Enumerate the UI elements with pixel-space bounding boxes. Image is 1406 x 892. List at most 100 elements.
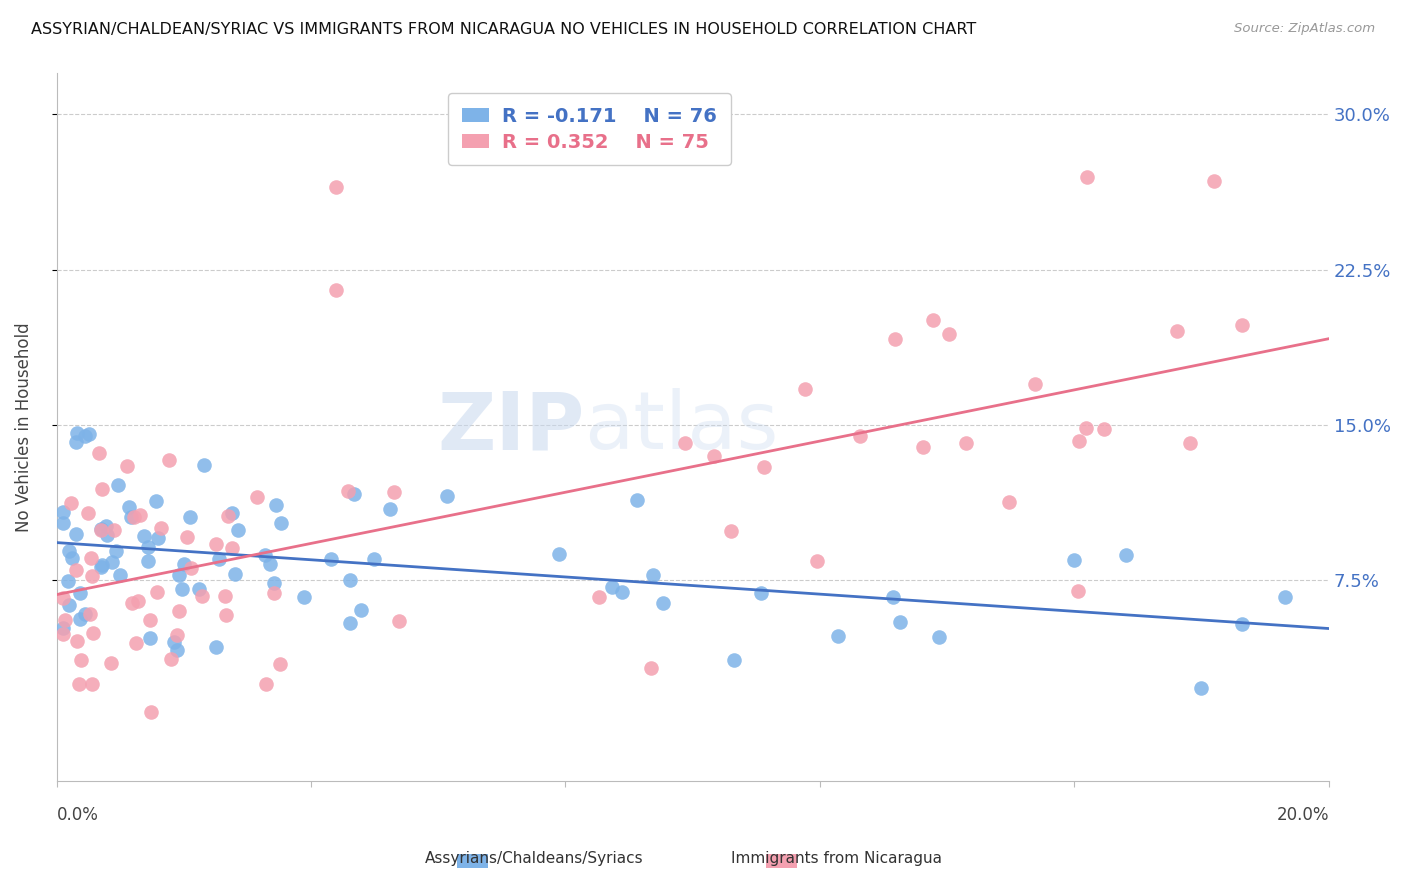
Point bbox=[263, 586, 285, 600]
Point bbox=[264, 498, 287, 512]
Point bbox=[134, 529, 156, 543]
Point bbox=[214, 589, 236, 603]
Point bbox=[217, 509, 239, 524]
Point bbox=[193, 458, 215, 472]
Point bbox=[118, 500, 141, 515]
Point bbox=[173, 557, 195, 571]
Point bbox=[547, 547, 569, 561]
Point bbox=[170, 582, 193, 597]
Point bbox=[139, 614, 162, 628]
Point bbox=[228, 523, 250, 537]
Point bbox=[89, 522, 111, 536]
Point bbox=[53, 614, 76, 628]
Point bbox=[703, 450, 725, 464]
Point bbox=[998, 495, 1021, 509]
Point bbox=[129, 508, 152, 523]
Point bbox=[319, 552, 342, 566]
Point bbox=[188, 582, 211, 597]
Text: Source: ZipAtlas.com: Source: ZipAtlas.com bbox=[1234, 22, 1375, 36]
Point bbox=[69, 612, 91, 626]
Legend: R = -0.171    N = 76, R = 0.352    N = 75: R = -0.171 N = 76, R = 0.352 N = 75 bbox=[449, 94, 731, 165]
Point bbox=[146, 531, 169, 545]
Point bbox=[1178, 436, 1201, 450]
Point bbox=[600, 580, 623, 594]
Y-axis label: No Vehicles in Household: No Vehicles in Household bbox=[15, 322, 32, 532]
Point bbox=[292, 590, 315, 604]
Point bbox=[214, 608, 236, 623]
Point bbox=[1067, 583, 1090, 598]
Point bbox=[752, 459, 775, 474]
Point bbox=[1274, 590, 1296, 604]
Point bbox=[89, 445, 111, 459]
Point bbox=[52, 591, 75, 605]
Point bbox=[246, 491, 269, 505]
Text: Assyrians/Chaldeans/Syriacs: Assyrians/Chaldeans/Syriacs bbox=[425, 851, 644, 865]
Text: 0.0%: 0.0% bbox=[56, 806, 98, 824]
Point bbox=[80, 676, 103, 690]
Point bbox=[136, 540, 159, 554]
Text: 20.0%: 20.0% bbox=[1277, 806, 1329, 824]
Point bbox=[66, 425, 89, 440]
Point bbox=[103, 523, 125, 537]
Point bbox=[159, 453, 181, 467]
Point bbox=[889, 615, 911, 630]
Point bbox=[336, 483, 359, 498]
Point bbox=[69, 586, 91, 600]
Point bbox=[610, 584, 633, 599]
Point bbox=[58, 598, 80, 612]
Point bbox=[67, 677, 90, 691]
Point bbox=[1204, 174, 1226, 188]
Point bbox=[325, 284, 347, 298]
Point bbox=[166, 628, 188, 642]
Point bbox=[1067, 434, 1090, 448]
Point bbox=[382, 485, 405, 500]
Point bbox=[720, 524, 742, 538]
Point bbox=[922, 313, 945, 327]
Point bbox=[100, 656, 122, 670]
Point bbox=[139, 631, 162, 645]
Point bbox=[94, 519, 117, 533]
Point bbox=[82, 625, 104, 640]
Point bbox=[91, 482, 114, 496]
Point bbox=[350, 603, 373, 617]
Point bbox=[342, 487, 364, 501]
Point bbox=[166, 643, 188, 657]
Point bbox=[253, 548, 276, 562]
Point bbox=[270, 516, 292, 530]
Point bbox=[205, 537, 228, 551]
Point bbox=[145, 494, 167, 508]
Point bbox=[65, 434, 87, 449]
Point bbox=[1166, 325, 1188, 339]
Point bbox=[363, 552, 385, 566]
Text: ASSYRIAN/CHALDEAN/SYRIAC VS IMMIGRANTS FROM NICARAGUA NO VEHICLES IN HOUSEHOLD C: ASSYRIAN/CHALDEAN/SYRIAC VS IMMIGRANTS F… bbox=[31, 22, 976, 37]
Point bbox=[73, 607, 96, 622]
Point bbox=[105, 544, 128, 558]
Point bbox=[723, 653, 745, 667]
Point bbox=[806, 554, 828, 568]
Point bbox=[127, 594, 149, 608]
Point bbox=[259, 557, 281, 571]
Point bbox=[388, 614, 411, 628]
Point bbox=[160, 652, 183, 666]
Point bbox=[938, 326, 960, 341]
Point bbox=[176, 530, 198, 544]
Point bbox=[124, 636, 146, 650]
Point bbox=[641, 567, 664, 582]
Point bbox=[65, 564, 87, 578]
Point bbox=[626, 493, 648, 508]
Point bbox=[224, 566, 246, 581]
Point bbox=[77, 506, 100, 520]
Point bbox=[70, 653, 93, 667]
Point bbox=[73, 429, 96, 443]
Point bbox=[52, 516, 75, 530]
Point bbox=[117, 459, 139, 474]
Point bbox=[911, 440, 934, 454]
Text: atlas: atlas bbox=[585, 388, 779, 467]
Point bbox=[263, 575, 285, 590]
Point bbox=[269, 657, 291, 672]
Text: ZIP: ZIP bbox=[437, 388, 585, 467]
Point bbox=[588, 590, 610, 604]
Point bbox=[122, 510, 145, 524]
Point bbox=[121, 596, 143, 610]
Point bbox=[884, 332, 907, 346]
